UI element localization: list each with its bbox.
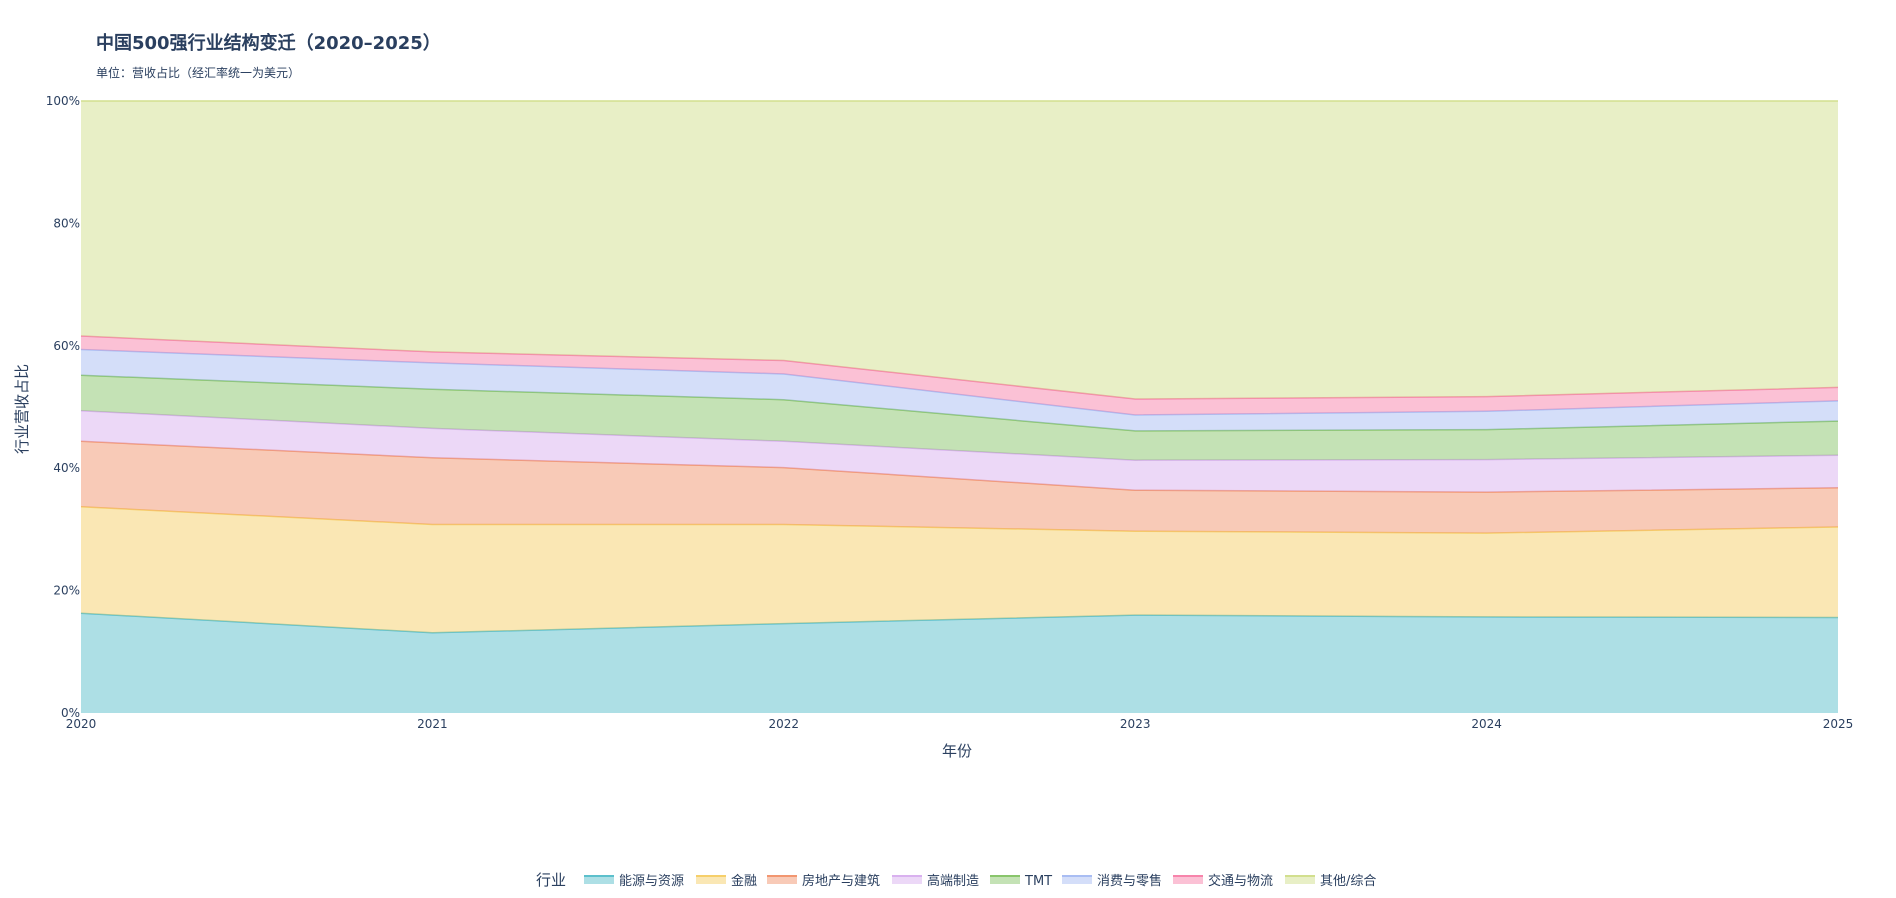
legend-swatch — [1285, 876, 1315, 884]
area-series-8 — [81, 101, 1838, 399]
x-tick-label: 2023 — [1120, 717, 1151, 731]
legend-swatch — [584, 876, 614, 884]
area-series-7 — [81, 336, 1838, 415]
x-axis-ticks: 2020 2021 2022 2023 2024 2025 — [66, 717, 1854, 731]
area-series-3 — [81, 441, 1838, 534]
legend-label: 其他/综合 — [1320, 874, 1376, 889]
legend-item-series-7[interactable]: 交通与物流 — [1173, 873, 1273, 889]
legend-item-series-3[interactable]: 房地产与建筑 — [767, 873, 880, 889]
legend-swatch — [767, 876, 797, 884]
y-tick-label: 20% — [53, 584, 80, 598]
x-tick-label: 2020 — [66, 717, 97, 731]
legend-label: 高端制造 — [927, 873, 979, 889]
legend-label: 消费与零售 — [1097, 873, 1162, 889]
legend-label: 金融 — [731, 873, 757, 889]
area-tmt — [81, 375, 1838, 461]
area-series-2 — [81, 506, 1838, 633]
y-tick-label: 0% — [61, 706, 80, 720]
x-tick-label: 2025 — [1823, 717, 1854, 731]
legend-swatch — [990, 876, 1020, 884]
legend-title: 行业 — [536, 871, 566, 889]
x-tick-label: 2021 — [417, 717, 448, 731]
legend-label: 房地产与建筑 — [802, 873, 880, 889]
chart-title: 中国500强行业结构变迁（2020–2025） — [96, 32, 441, 54]
legend-item-series-6[interactable]: 消费与零售 — [1062, 873, 1162, 889]
legend-swatch — [1062, 876, 1092, 884]
legend-swatch — [696, 876, 726, 884]
area-series-6 — [81, 349, 1838, 431]
legend-label: TMT — [1024, 874, 1052, 889]
legend-item-series-2[interactable]: 金融 — [696, 873, 757, 889]
y-tick-label: 60% — [53, 339, 80, 353]
plot-areas — [80, 100, 1839, 713]
y-tick-label: 100% — [46, 94, 80, 108]
legend-label: 交通与物流 — [1208, 873, 1273, 889]
x-axis-title: 年份 — [942, 742, 972, 760]
legend-swatch — [1173, 876, 1203, 884]
x-tick-label: 2022 — [769, 717, 800, 731]
legend: 行业 能源与资源 金融 房地产与建筑 高端制造 TMT 消费与零售 交通与物流 其他/综合 — [536, 871, 1376, 889]
chart-subtitle: 单位：营收占比（经汇率统一为美元） — [96, 65, 300, 80]
legend-item-series-4[interactable]: 高端制造 — [892, 873, 979, 889]
y-tick-label: 40% — [53, 461, 80, 475]
legend-label: 能源与资源 — [619, 874, 684, 889]
y-axis-ticks: 0% 20% 40% 60% 80% 100% — [46, 94, 80, 720]
legend-swatch — [892, 876, 922, 884]
legend-item-series-1[interactable]: 能源与资源 — [584, 874, 684, 889]
y-tick-label: 80% — [53, 216, 80, 230]
x-tick-label: 2024 — [1471, 717, 1502, 731]
legend-item-tmt[interactable]: TMT — [990, 874, 1052, 889]
area-series-1 — [81, 613, 1838, 713]
y-axis-title: 行业营收占比 — [13, 364, 31, 454]
legend-item-series-8[interactable]: 其他/综合 — [1285, 874, 1376, 889]
